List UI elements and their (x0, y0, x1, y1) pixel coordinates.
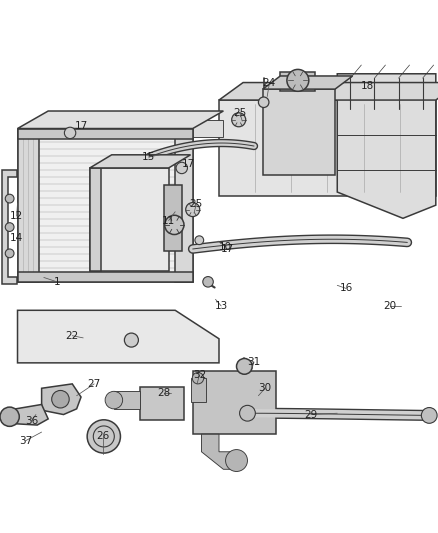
Circle shape (287, 69, 309, 91)
Circle shape (5, 194, 14, 203)
Text: 1: 1 (53, 277, 60, 287)
Bar (193, 371, 276, 434)
Text: 30: 30 (258, 383, 272, 393)
Polygon shape (201, 434, 237, 469)
Circle shape (124, 333, 138, 347)
Text: 17: 17 (182, 159, 195, 168)
Text: 29: 29 (304, 409, 318, 419)
Text: 25: 25 (190, 199, 203, 209)
Bar (140, 387, 184, 420)
Text: 24: 24 (263, 78, 276, 88)
Text: 26: 26 (96, 431, 110, 441)
Polygon shape (18, 111, 223, 128)
Polygon shape (8, 405, 48, 425)
Bar (18, 128, 193, 140)
Circle shape (52, 391, 69, 408)
Text: 17: 17 (74, 122, 88, 131)
Circle shape (186, 203, 200, 216)
Bar (18, 128, 193, 282)
Text: 12: 12 (10, 211, 23, 221)
Text: 18: 18 (361, 81, 374, 91)
Bar (164, 185, 182, 251)
Polygon shape (18, 310, 219, 363)
Bar (263, 89, 335, 174)
Circle shape (237, 359, 252, 374)
Circle shape (5, 249, 14, 258)
Bar (18, 272, 193, 282)
Text: 27: 27 (88, 379, 101, 389)
Circle shape (226, 449, 247, 472)
Text: 16: 16 (339, 284, 353, 293)
Text: 37: 37 (19, 436, 32, 446)
Bar (280, 71, 315, 91)
Polygon shape (219, 83, 438, 100)
Circle shape (176, 162, 187, 174)
Polygon shape (42, 384, 81, 415)
Circle shape (258, 97, 269, 108)
Circle shape (195, 236, 204, 245)
Circle shape (0, 407, 19, 426)
Text: 15: 15 (142, 152, 155, 162)
Bar (175, 128, 193, 282)
Circle shape (240, 405, 255, 421)
Text: 32: 32 (193, 370, 206, 380)
Circle shape (192, 373, 204, 384)
Polygon shape (90, 155, 191, 168)
Circle shape (5, 223, 14, 231)
Circle shape (165, 215, 184, 235)
Text: 28: 28 (158, 387, 171, 398)
Text: 25: 25 (233, 108, 247, 118)
Polygon shape (263, 76, 353, 89)
Bar (18, 128, 39, 282)
Text: 20: 20 (383, 301, 396, 311)
Polygon shape (2, 170, 17, 284)
Bar (191, 378, 206, 402)
Text: 14: 14 (10, 233, 23, 243)
Bar (219, 100, 436, 197)
Text: 36: 36 (25, 416, 38, 426)
Text: 10: 10 (219, 242, 232, 252)
Bar (90, 168, 101, 271)
Polygon shape (337, 74, 436, 219)
Text: 22: 22 (66, 330, 79, 341)
Text: 13: 13 (215, 301, 228, 311)
Circle shape (105, 391, 123, 409)
Circle shape (232, 113, 246, 127)
Polygon shape (114, 391, 140, 409)
Circle shape (87, 420, 120, 453)
Text: 31: 31 (247, 357, 261, 367)
Circle shape (421, 408, 437, 423)
Bar (188, 120, 223, 138)
Text: 11: 11 (162, 215, 175, 225)
Bar (90, 168, 169, 271)
Text: 17: 17 (221, 244, 234, 254)
Circle shape (203, 277, 213, 287)
Circle shape (64, 127, 76, 139)
